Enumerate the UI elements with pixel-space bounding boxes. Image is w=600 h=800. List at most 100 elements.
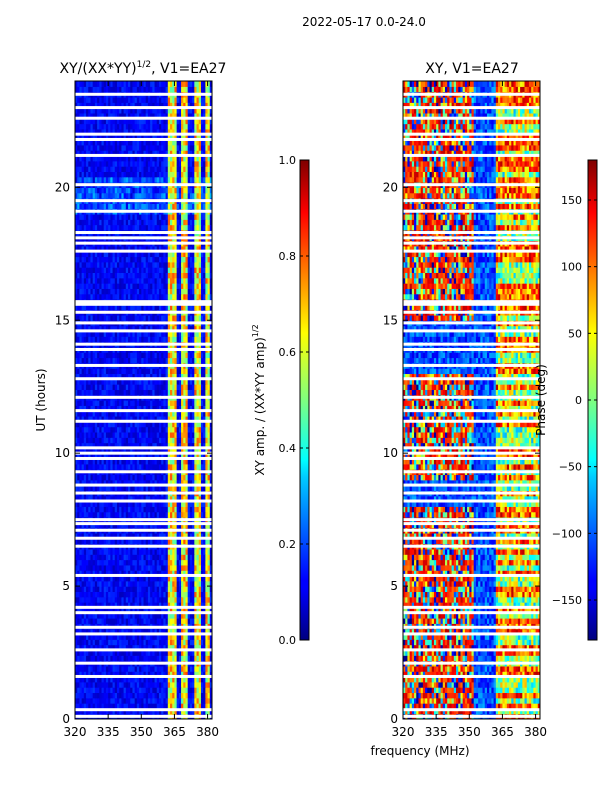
heatmap-cell [207, 554, 211, 561]
heatmap-cell [132, 676, 136, 683]
heatmap-cell [105, 607, 109, 614]
heatmap-cell [136, 612, 140, 619]
heatmap-cell [105, 373, 109, 380]
heatmap-cell [185, 548, 189, 555]
heatmap-cell [165, 570, 169, 577]
heatmap-cell [125, 479, 129, 486]
heatmap-cell [147, 564, 151, 571]
heatmap-cell [209, 426, 212, 433]
heatmap-cell [116, 564, 120, 571]
heatmap-cell [176, 501, 180, 507]
heatmap-cell [119, 479, 122, 486]
heatmap-cell [114, 639, 118, 646]
heatmap-cell [83, 687, 87, 694]
heatmap-cell [209, 463, 212, 470]
heatmap-cell [132, 655, 136, 662]
heatmap-cell [86, 591, 89, 598]
heatmap-cell [156, 708, 160, 715]
heatmap-cell [161, 617, 164, 624]
heatmap-cell [90, 479, 94, 486]
heatmap-cell [81, 384, 85, 390]
heatmap-cell [132, 378, 136, 385]
heatmap-cell [112, 437, 116, 444]
heatmap-cell [141, 586, 145, 592]
heatmap-cell [200, 384, 204, 390]
heatmap-cell [192, 644, 195, 651]
heatmap-cell [86, 453, 89, 460]
heatmap-cell [185, 575, 189, 582]
heatmap-cell [161, 548, 164, 555]
heatmap-cell [132, 538, 136, 545]
heatmap-cell [79, 591, 83, 598]
heatmap-cell [130, 538, 134, 545]
heatmap-cell [150, 575, 153, 582]
heatmap-cell [112, 681, 116, 688]
heatmap-cell [77, 548, 81, 555]
heatmap-cell [167, 655, 171, 662]
heatmap-cell [154, 389, 158, 396]
heatmap-cell [79, 692, 83, 699]
heatmap-cell [136, 580, 140, 587]
heatmap-cell [128, 708, 131, 715]
heatmap-cell [152, 495, 156, 502]
heatmap-cell [165, 304, 169, 311]
heatmap-cell [192, 463, 195, 470]
heatmap-cell [198, 607, 202, 614]
heatmap-cell [132, 506, 136, 513]
heatmap-cell [150, 389, 153, 396]
heatmap-cell [130, 410, 134, 417]
heatmap-cell [200, 602, 204, 608]
heatmap-cell [128, 617, 131, 624]
heatmap-cell [205, 687, 209, 694]
heatmap-cell [174, 532, 178, 539]
heatmap-cell [75, 697, 78, 704]
heatmap-cell [158, 548, 162, 555]
heatmap-cell [88, 373, 92, 380]
heatmap-cell [205, 697, 209, 704]
heatmap-cell [125, 703, 129, 709]
heatmap-cell [97, 639, 100, 646]
heatmap-cell [121, 633, 125, 640]
heatmap-cell [75, 633, 78, 640]
heatmap-cell [75, 389, 78, 396]
heatmap-cell [112, 607, 116, 614]
heatmap-cell [183, 352, 187, 359]
heatmap-cell [101, 559, 105, 566]
heatmap-cell [178, 293, 182, 300]
heatmap-cell [165, 703, 169, 709]
heatmap-cell [94, 415, 98, 422]
heatmap-cell [143, 559, 147, 566]
heatmap-cell [108, 511, 111, 518]
heatmap-cell [110, 676, 114, 683]
heatmap-cell [123, 628, 127, 635]
heatmap-cell [94, 687, 98, 694]
heatmap-cell [86, 687, 89, 694]
heatmap-cell [83, 378, 87, 385]
heatmap-cell [209, 538, 212, 545]
heatmap-cell [198, 453, 202, 460]
heatmap-cell [172, 703, 176, 709]
heatmap-cell [90, 373, 94, 380]
heatmap-cell [75, 431, 78, 438]
heatmap-cell [203, 336, 206, 343]
heatmap-cell [189, 389, 193, 396]
heatmap-cell [165, 612, 169, 619]
heatmap-cell [198, 511, 202, 518]
heatmap-cell [134, 485, 138, 491]
heatmap-cell [185, 697, 189, 704]
heatmap-cell [158, 681, 162, 688]
heatmap-cell [79, 628, 83, 635]
heatmap-cell [203, 681, 206, 688]
heatmap-cell [198, 410, 202, 417]
heatmap-cell [181, 426, 184, 433]
heatmap-cell [123, 293, 127, 300]
heatmap-cell [88, 357, 92, 364]
heatmap-cell [90, 453, 94, 460]
heatmap-cell [165, 485, 169, 491]
heatmap-cell [92, 373, 96, 380]
heatmap-cell [167, 431, 171, 438]
heatmap-cell [152, 352, 156, 359]
heatmap-cell [134, 357, 138, 364]
heatmap-cell [128, 501, 131, 507]
heatmap-cell [139, 703, 142, 709]
